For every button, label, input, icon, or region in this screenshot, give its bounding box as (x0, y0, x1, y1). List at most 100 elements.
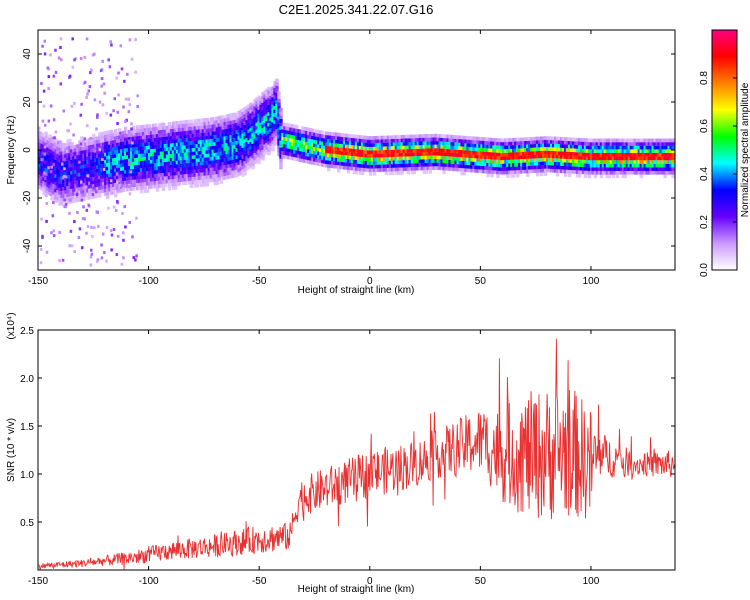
heatmap-cell (362, 153, 367, 158)
heatmap-cell (317, 158, 321, 163)
heatmap-cell (89, 136, 92, 140)
heatmap-cell (68, 185, 72, 190)
heatmap-cell (207, 160, 211, 165)
heatmap-cell (436, 148, 440, 152)
heatmap-cell (78, 183, 82, 188)
heatmap-cell (239, 152, 243, 157)
heatmap-cell (408, 156, 413, 160)
heatmap-cell (575, 148, 580, 153)
heatmap-cell (615, 167, 620, 171)
heatmap-cell (46, 169, 50, 173)
heatmap-cell (229, 113, 233, 118)
heatmap-cell (112, 176, 116, 180)
heatmap-cell (147, 167, 152, 171)
heatmap-cell (38, 126, 41, 130)
heatmap-cell (348, 162, 353, 167)
heatmap-cell (444, 163, 448, 167)
heatmap-cell (313, 150, 317, 155)
heatmap-cell (76, 147, 80, 152)
heatmap-cell (599, 174, 604, 179)
heatmap-cell (44, 174, 48, 179)
heatmap-cell (130, 127, 133, 131)
heatmap-cell (74, 195, 78, 199)
heatmap-cell (522, 151, 526, 156)
heatmap-cell (655, 138, 659, 143)
heatmap-cell (47, 75, 51, 79)
heatmap-cell (470, 157, 474, 162)
heatmap-cell (193, 133, 198, 138)
heatmap-cell (44, 135, 48, 139)
heatmap-cell (611, 156, 616, 161)
heatmap-cell (127, 180, 132, 184)
heatmap-cell (472, 136, 476, 141)
heatmap-cell (476, 147, 480, 152)
heatmap-cell (40, 186, 44, 191)
heatmap-cell (243, 171, 247, 176)
heatmap-cell (46, 190, 50, 195)
heatmap-cell (99, 69, 103, 73)
heatmap-cell (307, 149, 311, 153)
heatmap-cell (149, 167, 154, 171)
heatmap-cell (96, 165, 100, 169)
heatmap-cell (661, 163, 665, 168)
heatmap-cell (195, 118, 200, 123)
heatmap-cell (595, 160, 600, 164)
heatmap-cell (207, 124, 211, 129)
heatmap-cell (189, 166, 194, 170)
heatmap-cell (532, 147, 536, 152)
heatmap-cell (41, 234, 44, 238)
heatmap-cell (542, 161, 546, 166)
heatmap-cell (591, 163, 596, 168)
heatmap-cell (40, 168, 44, 173)
heatmap-cell (639, 174, 643, 179)
heatmap-cell (163, 133, 168, 137)
heatmap-cell (440, 145, 444, 149)
heatmap-cell (78, 147, 82, 152)
heatmap-cell (44, 138, 48, 143)
heatmap-cell (329, 146, 333, 150)
heatmap-cell (583, 159, 588, 164)
heatmap-cell (470, 139, 474, 144)
heatmap-cell (241, 111, 245, 116)
heatmap-cell (217, 155, 221, 160)
heatmap-cell (70, 156, 74, 161)
heatmap-cell (111, 135, 114, 139)
heatmap-cell (88, 192, 92, 196)
heatmap-cell (225, 128, 229, 133)
heatmap-cell (225, 143, 229, 147)
heatmap-cell (279, 144, 283, 148)
heatmap-cell (114, 168, 118, 173)
heatmap-cell (213, 145, 217, 150)
heatmap-cell (225, 114, 229, 118)
heatmap-cell (344, 162, 349, 167)
heatmap-cell (110, 144, 114, 148)
heatmap-cell (255, 122, 259, 127)
heatmap-cell (100, 139, 104, 143)
heatmap-cell (177, 153, 182, 157)
heatmap-cell (450, 138, 454, 143)
heatmap-cell (193, 158, 198, 163)
heatmap-cell (518, 155, 522, 160)
heatmap-cell (456, 149, 460, 154)
heatmap-cell (655, 149, 659, 153)
heatmap-cell (167, 183, 172, 187)
heatmap-cell (653, 156, 657, 161)
heatmap-cell (474, 169, 478, 173)
heatmap-cell (263, 130, 267, 134)
heatmap-cell (175, 153, 180, 158)
heatmap-cell (625, 138, 630, 143)
heatmap-cell (277, 95, 281, 99)
heatmap-cell (291, 131, 295, 136)
heatmap-cell (516, 159, 520, 163)
heatmap-cell (321, 130, 325, 135)
heatmap-cell (607, 138, 612, 143)
heatmap-cell (237, 139, 241, 144)
heatmap-cell (183, 177, 188, 182)
heatmap-cell (74, 166, 78, 170)
heatmap-cell (96, 168, 100, 173)
heatmap-cell (404, 149, 409, 153)
heatmap-cell (275, 121, 279, 126)
heatmap-cell (92, 194, 96, 199)
heatmap-cell (559, 162, 564, 166)
heatmap-cell (430, 155, 434, 160)
